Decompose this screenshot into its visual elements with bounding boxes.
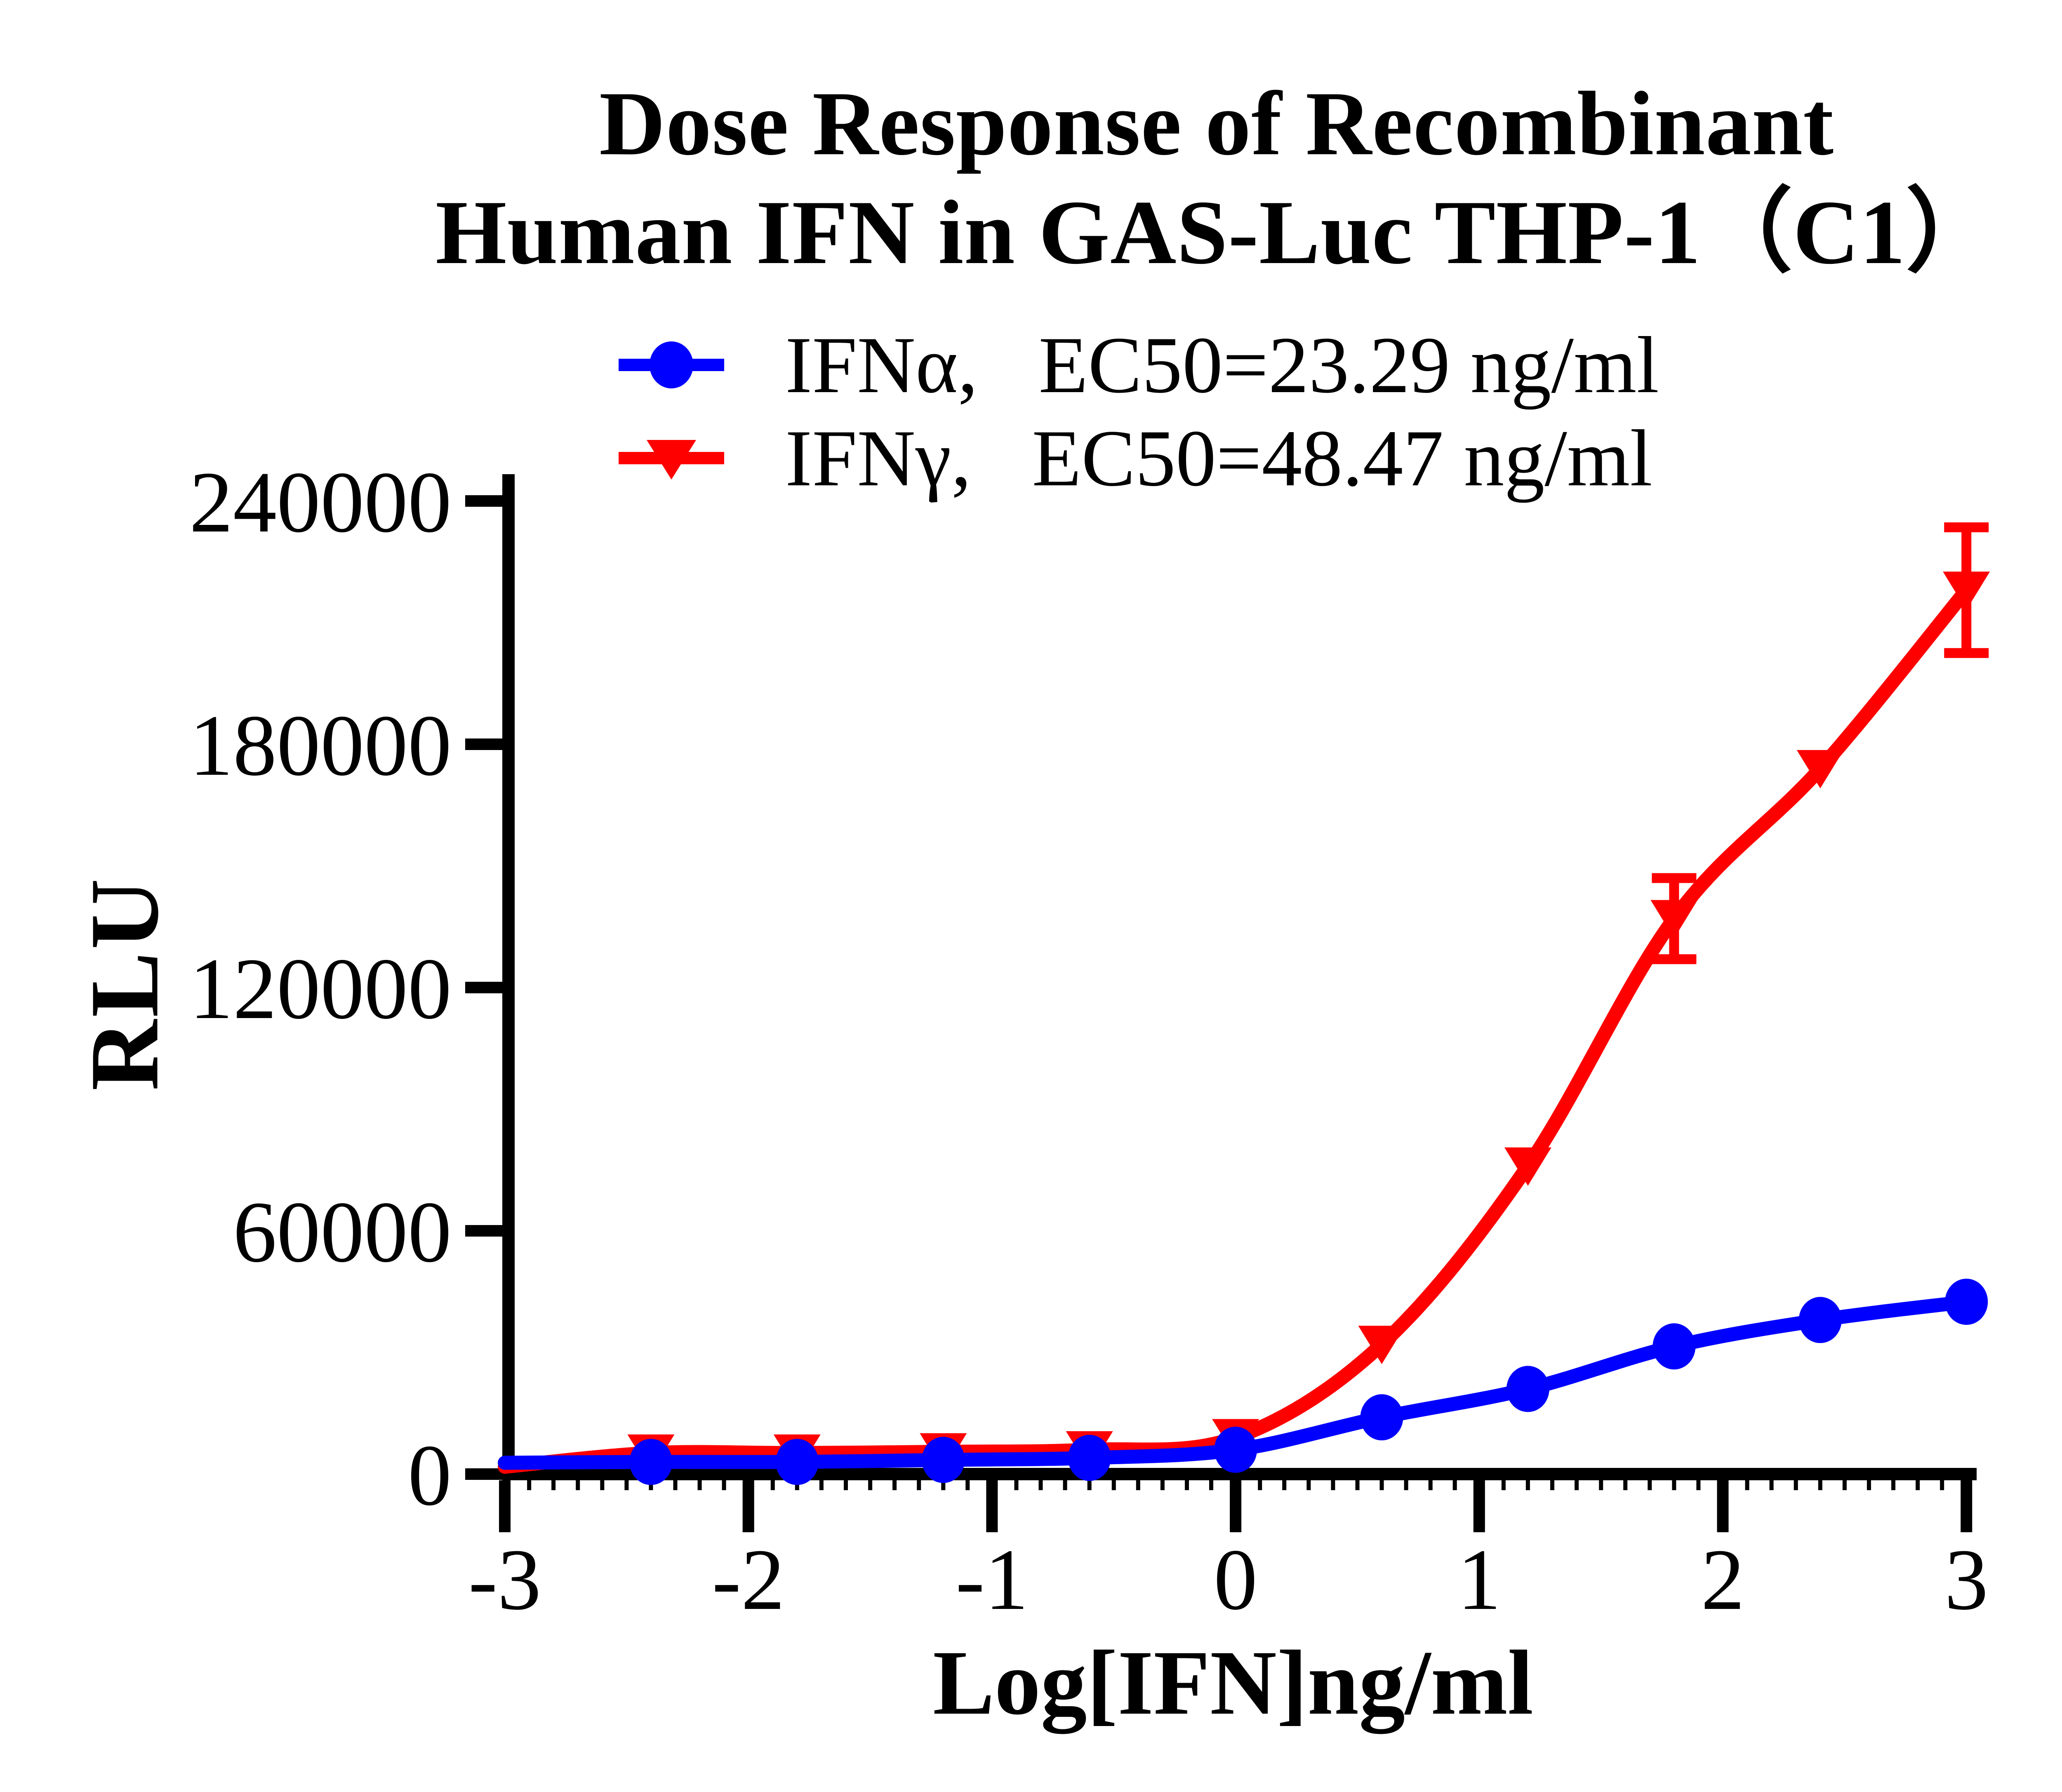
data-point bbox=[629, 1439, 673, 1485]
circle-marker-icon bbox=[619, 341, 724, 388]
data-point bbox=[1798, 1297, 1842, 1343]
x-tick-label: 3 bbox=[1944, 1531, 1988, 1628]
y-tick-label: 0 bbox=[408, 1427, 452, 1524]
chart-title-line-2: Human IFN in GAS-Luc THP-1（C1） bbox=[435, 182, 1998, 283]
chart-title-line-1: Dose Response of Recombinant bbox=[599, 73, 1834, 174]
x-tick-label: -2 bbox=[712, 1531, 785, 1628]
x-tick-label: 0 bbox=[1214, 1531, 1257, 1628]
legend-label-ifn-gamma: IFNγ, EC50=48.47 ng/ml bbox=[785, 413, 1652, 503]
y-tick-label: 240000 bbox=[189, 454, 452, 550]
legend-item-ifn-alpha: IFNα, EC50=23.29 ng/ml bbox=[619, 318, 1659, 412]
legend-label-ifn-alpha: IFNα, EC50=23.29 ng/ml bbox=[785, 320, 1659, 410]
data-point bbox=[1504, 1147, 1551, 1186]
data-point bbox=[1796, 750, 1844, 788]
x-tick-label: 1 bbox=[1457, 1531, 1501, 1628]
data-point bbox=[1650, 900, 1698, 938]
triangle-down-marker-icon bbox=[619, 440, 724, 480]
y-tick-label: 180000 bbox=[189, 697, 452, 794]
series-IFNa bbox=[498, 1279, 1988, 1485]
data-point bbox=[1506, 1366, 1549, 1412]
y-tick-label: 120000 bbox=[189, 940, 452, 1037]
y-axis: 0 60000 120000 180000 240000 bbox=[189, 454, 515, 1524]
data-point bbox=[1358, 1326, 1405, 1364]
data-point bbox=[1943, 571, 1990, 610]
chart-title: Dose Response of Recombinant Human IFN i… bbox=[371, 69, 2062, 287]
data-point bbox=[1360, 1394, 1403, 1441]
y-tick-label: 60000 bbox=[233, 1183, 452, 1280]
legend: IFNα, EC50=23.29 ng/ml IFNγ, EC50=48.47 … bbox=[619, 318, 1659, 505]
x-axis: -3 -2 -1 0 1 2 3 bbox=[468, 1468, 1988, 1628]
data-point bbox=[1652, 1323, 1696, 1370]
data-point bbox=[1945, 1279, 1988, 1325]
data-point bbox=[1068, 1435, 1111, 1481]
x-tick-label: 2 bbox=[1701, 1531, 1745, 1628]
data-point bbox=[775, 1439, 819, 1485]
x-tick-label: -1 bbox=[956, 1531, 1029, 1628]
data-point bbox=[1214, 1427, 1257, 1473]
x-axis-title: Log[IFN]ng/ml bbox=[933, 1632, 1533, 1734]
data-point bbox=[922, 1437, 965, 1483]
legend-item-ifn-gamma: IFNγ, EC50=48.47 ng/ml bbox=[619, 412, 1659, 505]
x-tick-label: -3 bbox=[468, 1531, 541, 1628]
